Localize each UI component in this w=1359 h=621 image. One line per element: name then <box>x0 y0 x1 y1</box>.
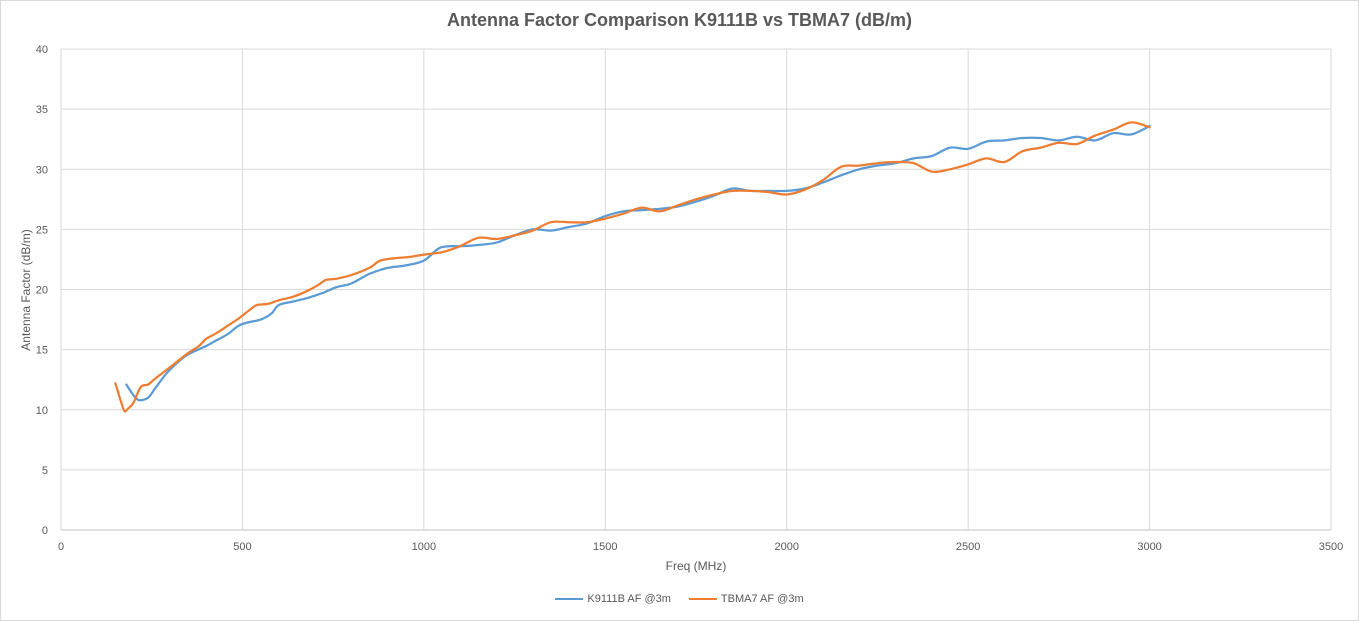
y-tick-label: 30 <box>36 164 48 176</box>
series <box>114 121 1151 413</box>
series-line-k9111b <box>125 124 1151 402</box>
chart-title: Antenna Factor Comparison K9111B vs TBMA… <box>446 10 913 30</box>
y-tick-label: 35 <box>36 104 48 116</box>
y-tick-label: 10 <box>36 405 48 417</box>
y-tick-label: 15 <box>36 345 48 357</box>
x-tick-label: 1000 <box>412 541 436 553</box>
legend-item-k9111b: K9111B AF @3m <box>555 593 671 605</box>
x-tick-label: 0 <box>58 541 64 553</box>
x-tick-label: 3000 <box>1137 541 1161 553</box>
grid <box>60 48 1332 531</box>
tick-labels: 0 5 10 15 20 25 30 35 40 0 500 1000 1500 2000 2500 3000… <box>36 44 1343 553</box>
legend-label-tbma7: TBMA7 AF @3m <box>720 593 804 605</box>
y-tick-label: 20 <box>36 285 48 297</box>
y-tick-label: 5 <box>42 465 48 477</box>
legend-swatch-tbma7 <box>688 598 717 600</box>
x-tick-label: 2000 <box>774 541 798 553</box>
legend-item-tbma7: TBMA7 AF @3m <box>688 593 804 605</box>
legend-label-k9111b: K9111B AF @3m <box>587 593 671 605</box>
y-tick-label: 0 <box>42 525 48 537</box>
y-tick-label: 25 <box>36 224 48 236</box>
x-tick-label: 1500 <box>593 541 617 553</box>
x-tick-label: 500 <box>233 541 251 553</box>
x-tick-label: 3500 <box>1319 541 1343 553</box>
legend: K9111B AF @3m TBMA7 AF @3m <box>0 593 1359 605</box>
x-axis-label: Freq (MHz) <box>665 559 727 573</box>
x-tick-label: 2500 <box>956 541 980 553</box>
series-line-tbma7 <box>114 121 1151 413</box>
legend-swatch-k9111b <box>555 598 584 600</box>
y-tick-label: 40 <box>36 44 48 56</box>
y-axis-label: Antenna Factor (dB/m) <box>19 229 33 351</box>
